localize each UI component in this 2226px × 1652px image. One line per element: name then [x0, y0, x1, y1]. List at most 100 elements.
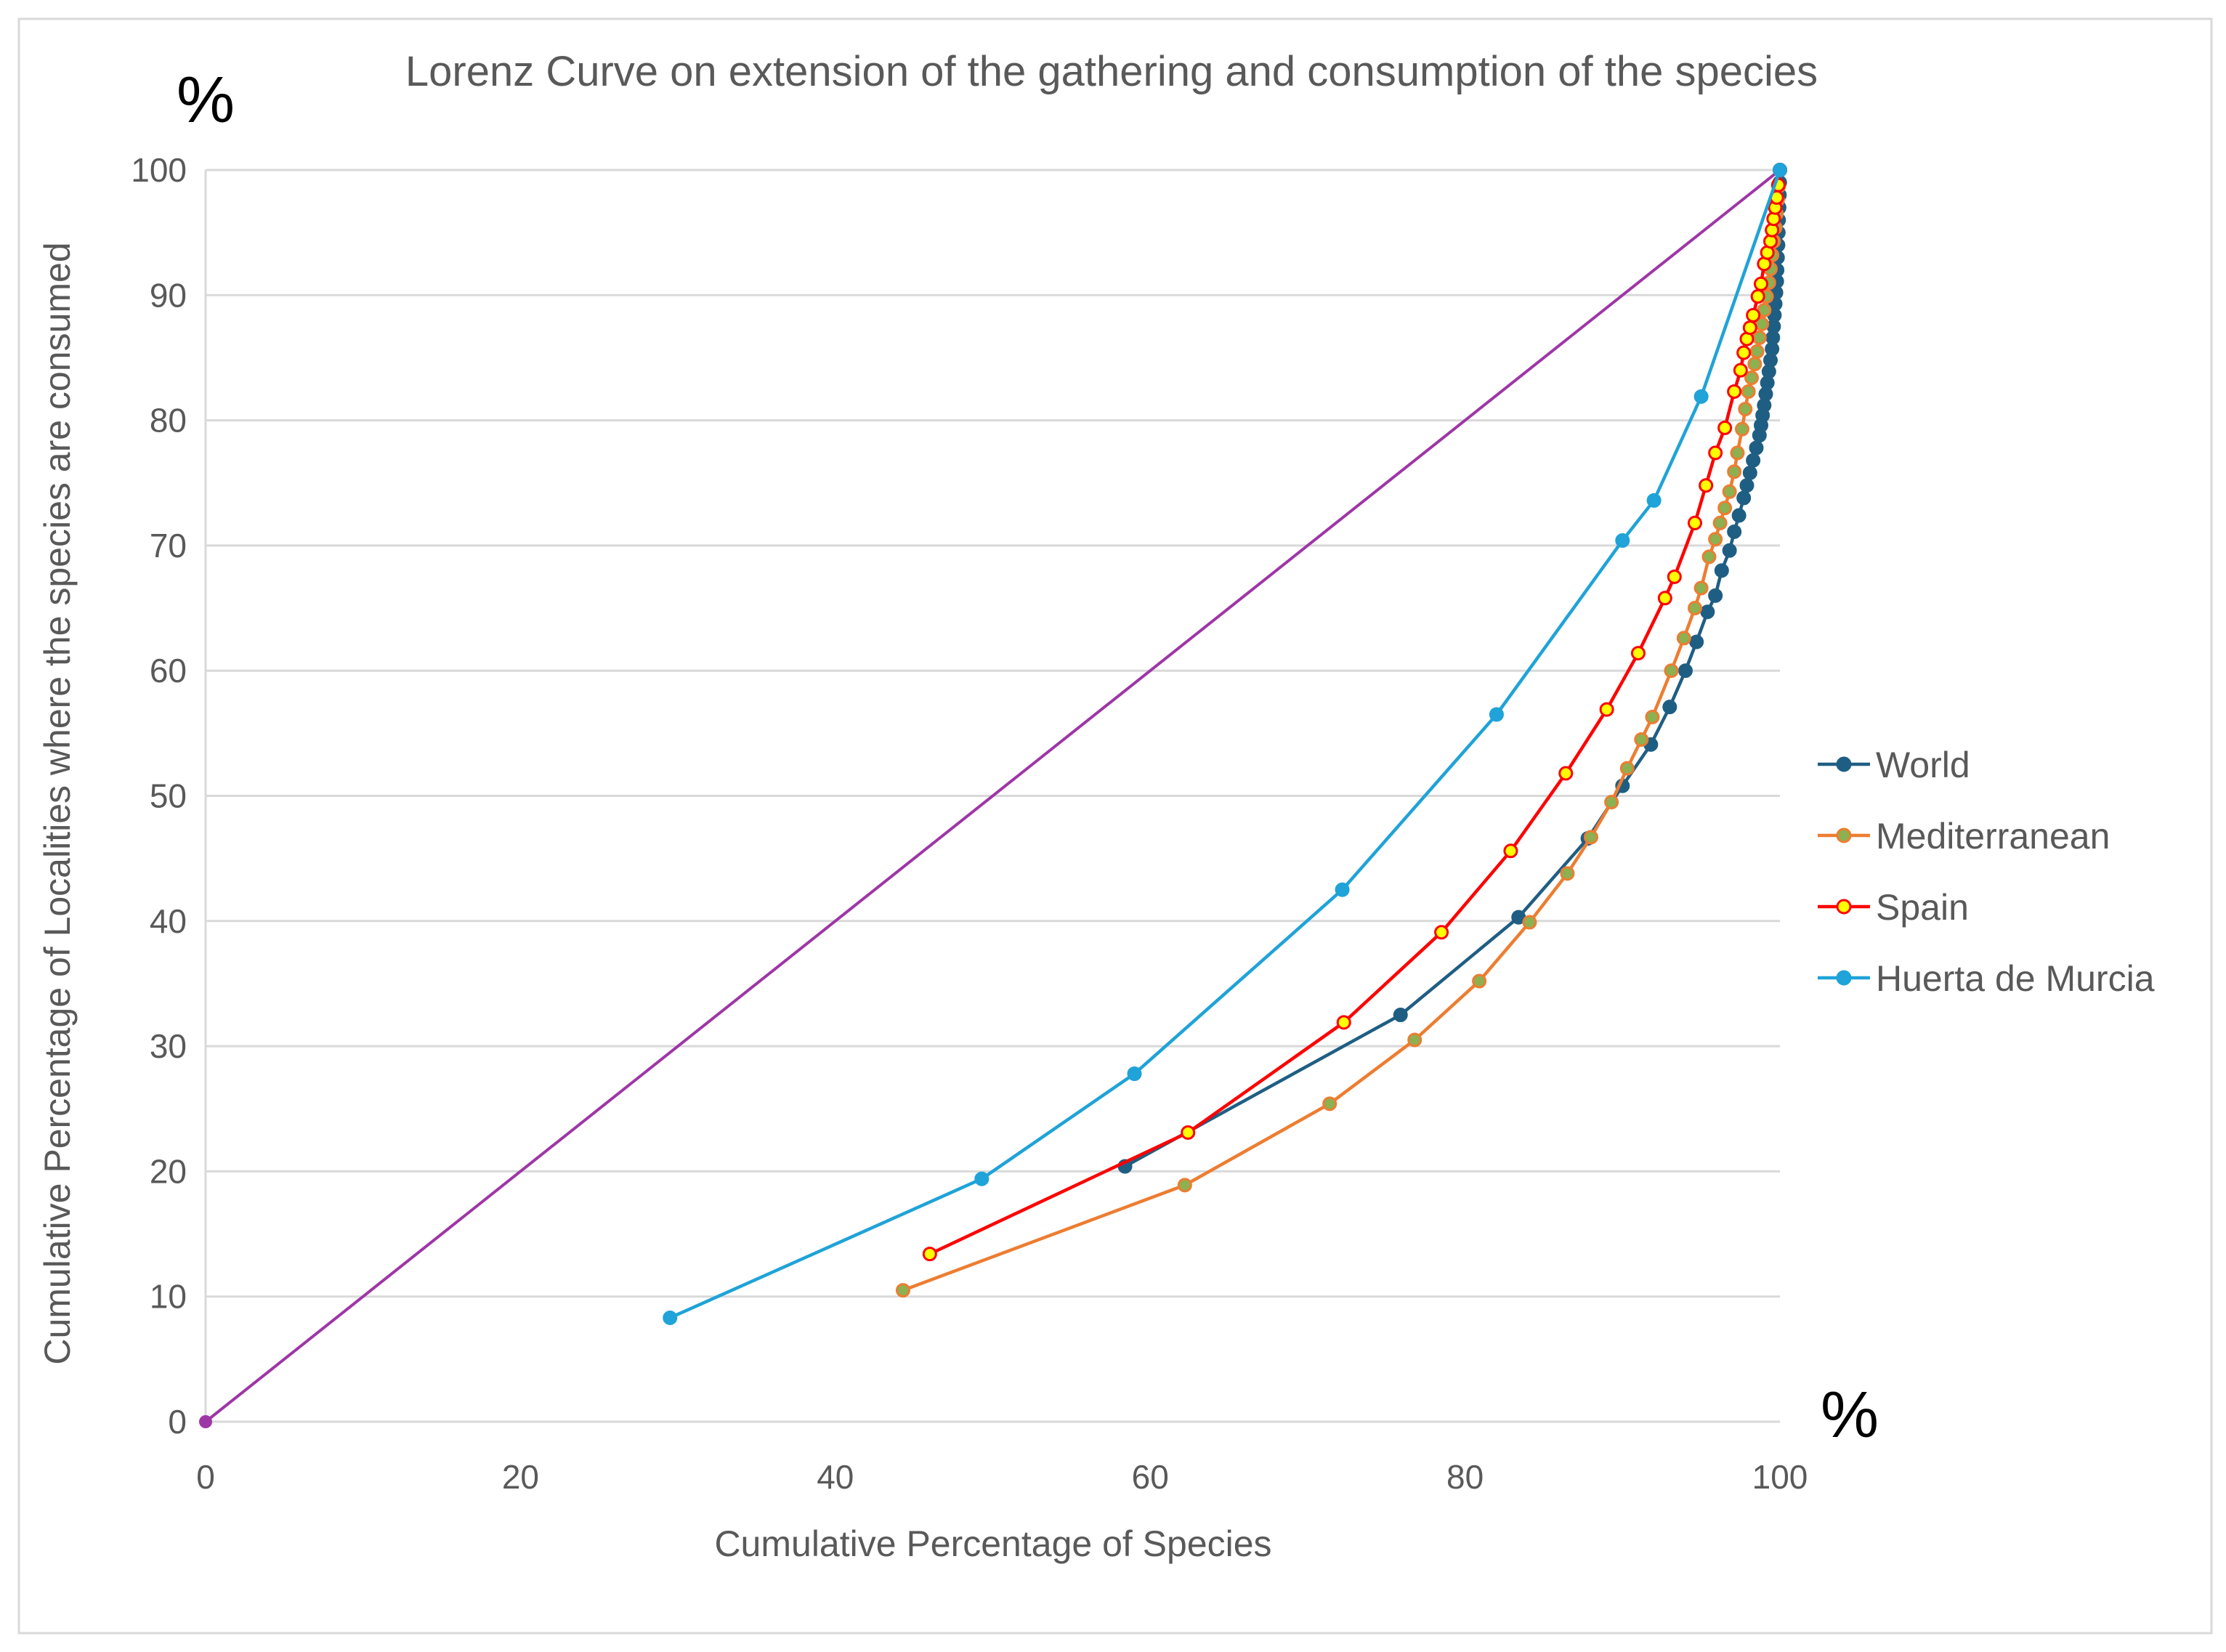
- y-tick-label: 10: [150, 1278, 187, 1316]
- x-tick-label: 80: [1446, 1458, 1484, 1496]
- data-point-huerta-de-murcia: [974, 1171, 989, 1186]
- x-tick-label: 60: [1132, 1458, 1169, 1496]
- data-point-world: [1731, 508, 1747, 523]
- data-point-world: [1736, 490, 1752, 506]
- data-point-mediterranean: [1619, 761, 1635, 776]
- series-huerta-de-murcia: [663, 163, 1787, 1325]
- data-point-huerta-de-murcia: [1127, 1066, 1142, 1082]
- data-point-spain: [1753, 276, 1768, 291]
- legend-label: Mediterranean: [1876, 816, 2110, 857]
- data-point-spain: [1687, 515, 1702, 530]
- data-point-spain: [1750, 289, 1765, 304]
- data-point-spain: [1630, 646, 1646, 661]
- data-point-world: [1749, 440, 1764, 455]
- x-axis-label: Cumulative Percentage of Species: [714, 1523, 1271, 1564]
- data-point-mediterranean: [1634, 732, 1649, 747]
- data-point-world: [1739, 478, 1755, 493]
- y-tick-label: 100: [131, 151, 187, 189]
- data-point-spain: [1746, 307, 1761, 323]
- data-point-huerta-de-murcia: [1489, 707, 1504, 722]
- equality-line-point: [199, 1415, 212, 1428]
- y-tick-label: 50: [150, 777, 187, 815]
- data-point-spain: [1742, 320, 1757, 336]
- data-point-world: [1746, 453, 1761, 468]
- legend-swatch-marker: [1836, 756, 1852, 772]
- data-point-mediterranean: [1322, 1096, 1337, 1112]
- y-tick-label: 30: [150, 1027, 187, 1065]
- plot-area: [199, 163, 1787, 1428]
- data-point-world: [1722, 543, 1737, 558]
- x-axis-unit: %: [1821, 1379, 1879, 1451]
- data-point-mediterranean: [1747, 357, 1762, 372]
- legend-item-world: World: [1818, 745, 1970, 785]
- data-point-huerta-de-murcia: [1335, 882, 1350, 897]
- data-point-mediterranean: [1407, 1032, 1422, 1048]
- chart-border: [17, 17, 2213, 1635]
- legend-swatch-marker: [1836, 827, 1852, 843]
- data-point-mediterranean: [1749, 344, 1765, 359]
- data-point-spain: [1657, 591, 1672, 606]
- data-point-world: [1393, 1008, 1408, 1023]
- data-point-world: [1742, 465, 1757, 480]
- x-tick-label: 0: [196, 1458, 215, 1496]
- legend-item-huerta-de-murcia: Huerta de Murcia: [1818, 958, 2155, 999]
- data-point-huerta-de-murcia: [1693, 389, 1709, 404]
- data-point-mediterranean: [1177, 1178, 1192, 1193]
- y-tick-label: 90: [150, 276, 187, 314]
- data-point-world: [1727, 524, 1742, 539]
- data-point-mediterranean: [1522, 915, 1537, 930]
- data-point-spain: [1558, 766, 1574, 781]
- data-point-mediterranean: [1752, 330, 1767, 345]
- data-point-spain: [1699, 478, 1714, 493]
- data-point-huerta-de-murcia: [663, 1310, 678, 1325]
- data-point-spain: [1733, 363, 1748, 378]
- x-tick-label: 100: [1752, 1458, 1808, 1496]
- data-point-mediterranean: [1738, 402, 1753, 417]
- legend-label: Spain: [1876, 887, 1969, 928]
- legend-item-mediterranean: Mediterranean: [1818, 816, 2110, 857]
- y-axis-unit: %: [177, 64, 235, 137]
- legend-label: World: [1876, 745, 1970, 785]
- data-point-world: [1700, 604, 1715, 620]
- data-point-huerta-de-murcia: [1773, 163, 1787, 177]
- data-point-mediterranean: [1717, 501, 1733, 516]
- data-point-spain: [1503, 843, 1518, 859]
- data-point-world: [1662, 700, 1677, 715]
- data-point-spain: [1434, 925, 1449, 940]
- data-point-spain: [1736, 345, 1752, 360]
- y-tick-label: 0: [168, 1403, 187, 1441]
- data-point-spain: [1336, 1015, 1351, 1030]
- data-point-huerta-de-murcia: [1646, 493, 1662, 508]
- gridlines: [204, 169, 1780, 1423]
- legend-swatch-marker: [1836, 899, 1852, 915]
- legend-item-spain: Spain: [1818, 887, 1969, 928]
- y-tick-label: 20: [150, 1152, 187, 1190]
- data-point-mediterranean: [1712, 515, 1728, 530]
- data-point-mediterranean: [1727, 464, 1742, 479]
- data-point-mediterranean: [1676, 631, 1691, 646]
- y-tick-label: 60: [150, 652, 187, 689]
- data-point-spain: [1667, 569, 1682, 584]
- data-point-mediterranean: [1472, 973, 1487, 989]
- data-point-mediterranean: [1664, 663, 1679, 679]
- data-point-huerta-de-murcia: [1615, 533, 1630, 548]
- data-point-mediterranean: [1560, 866, 1575, 881]
- data-point-spain: [1599, 702, 1614, 717]
- data-point-mediterranean: [1687, 601, 1702, 616]
- data-point-mediterranean: [1708, 532, 1723, 547]
- data-point-mediterranean: [1730, 445, 1745, 461]
- data-point-spain: [1181, 1125, 1196, 1140]
- equality-line: [204, 169, 1781, 1423]
- data-point-spain: [922, 1247, 937, 1262]
- data-point-mediterranean: [1734, 421, 1749, 437]
- y-tick-label: 70: [150, 527, 187, 564]
- x-tick-label: 20: [502, 1458, 539, 1496]
- y-tick-label: 80: [150, 402, 187, 440]
- legend-label: Huerta de Murcia: [1876, 958, 2155, 999]
- data-point-spain: [1708, 445, 1723, 461]
- legend: World Mediterranean Spain Huerta de Murcia: [1818, 745, 2155, 999]
- data-point-mediterranean: [1744, 371, 1759, 386]
- y-tick-label: 40: [150, 902, 187, 940]
